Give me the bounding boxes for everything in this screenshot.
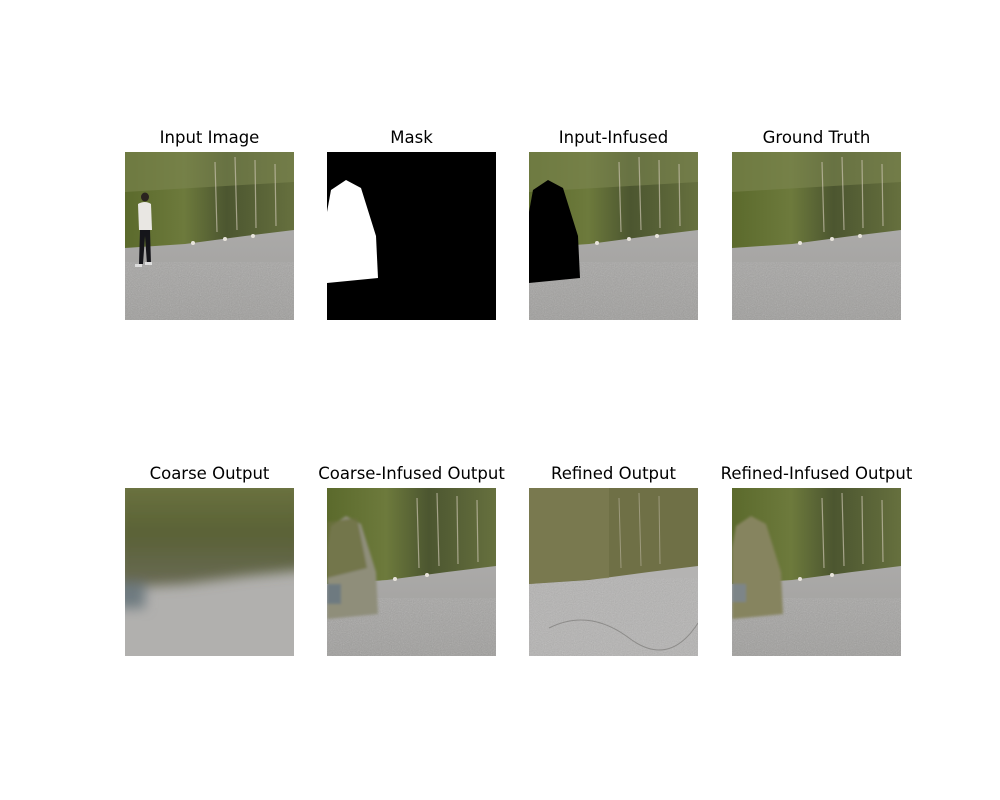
panel-title: Mask: [390, 128, 433, 147]
refined-infused-output-image: [732, 488, 901, 656]
ground-truth-image: [732, 152, 901, 320]
panel-title: Coarse-Infused Output: [318, 464, 505, 483]
coarse-infused-output-image: [327, 488, 496, 656]
input-image: [125, 152, 294, 320]
input-infused-image: [529, 152, 698, 320]
refined-output-image: [529, 488, 698, 656]
panel-title: Input Image: [159, 128, 260, 147]
panel-title: Coarse Output: [149, 464, 270, 483]
panel-title: Input-Infused: [558, 128, 669, 147]
coarse-output-image: [125, 488, 294, 656]
panel-title: Ground Truth: [762, 128, 871, 147]
mask-image: [327, 152, 496, 320]
panel-title: Refined Output: [551, 464, 676, 483]
person-figure: [135, 192, 152, 267]
panel-title: Refined-Infused Output: [720, 464, 913, 483]
